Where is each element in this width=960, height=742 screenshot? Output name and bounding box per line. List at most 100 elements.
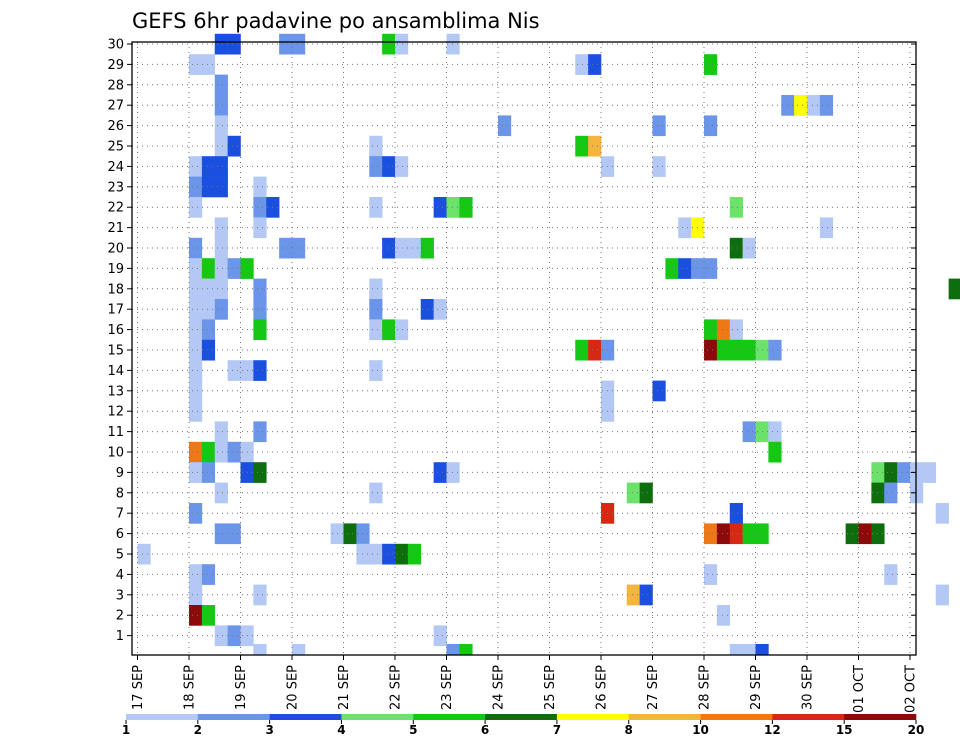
y-tick-label: 2	[116, 609, 124, 624]
y-tick-label: 13	[107, 384, 124, 399]
heatmap-cell	[742, 644, 756, 656]
legend-swatch	[413, 714, 486, 720]
heatmap-cell	[575, 54, 589, 75]
heatmap-cell	[716, 605, 731, 626]
heatmap-cell	[227, 441, 241, 463]
heatmap-cell	[704, 339, 718, 361]
heatmap-cell	[652, 156, 666, 177]
x-tick-label: 21 SEP	[337, 665, 352, 710]
y-tick-label: 17	[107, 303, 124, 318]
heatmap-cell	[716, 319, 731, 341]
heatmap-cell	[704, 319, 718, 341]
y-tick-label: 30	[107, 38, 124, 53]
x-tick-label: 27 SEP	[646, 665, 661, 710]
heatmap-cell	[253, 421, 267, 443]
legend-swatch	[341, 714, 414, 720]
heatmap-cell	[369, 299, 383, 320]
heatmap-cell	[201, 176, 216, 198]
legend-tick-label: 10	[692, 723, 709, 737]
heatmap-cell	[201, 462, 216, 483]
heatmap-cell	[382, 33, 396, 55]
heatmap-cell	[704, 115, 718, 137]
heatmap-cell	[819, 217, 834, 239]
heatmap-cell	[201, 564, 216, 585]
heatmap-cell	[201, 339, 216, 361]
heatmap-cell	[729, 339, 743, 361]
heatmap-cell	[214, 33, 228, 55]
heatmap-cell	[253, 197, 267, 218]
y-tick-label: 15	[107, 344, 124, 359]
x-tick-label: 18 SEP	[183, 665, 198, 710]
heatmap-cell	[214, 482, 228, 504]
heatmap-cell	[292, 33, 306, 55]
heatmap-cell	[189, 503, 203, 524]
heatmap-cells	[137, 33, 960, 656]
heatmap-cell	[253, 462, 267, 483]
heatmap-cell	[253, 176, 267, 198]
heatmap-cell	[922, 462, 937, 483]
heatmap-cell	[201, 605, 216, 626]
y-tick-label: 9	[116, 466, 124, 481]
heatmap-cell	[858, 523, 872, 545]
y-axis-ticks: 1234567891011121314151617181920212223242…	[107, 38, 916, 644]
chart-title: GEFS 6hr padavine po ansamblima Nis	[132, 9, 540, 33]
heatmap-cell	[884, 462, 898, 483]
heatmap-cell	[459, 197, 473, 218]
heatmap-cell	[742, 237, 756, 259]
heatmap-cell	[729, 503, 743, 524]
heatmap-cell	[189, 380, 203, 402]
x-axis-ticks: 17 SEP 18 SEP 19 SEP 20 SEP 21 SEP 22 SEP 23 S…	[131, 655, 919, 713]
heatmap-cell	[189, 299, 203, 320]
heatmap-cell	[189, 156, 203, 177]
y-tick-label: 4	[116, 568, 124, 583]
heatmap-cell	[716, 339, 731, 361]
heatmap-cell	[665, 258, 679, 279]
y-tick-label: 8	[116, 486, 124, 501]
x-tick-label: 22 SEP	[389, 665, 404, 710]
heatmap-cell	[395, 237, 409, 259]
heatmap-cell	[768, 339, 782, 361]
heatmap-cell	[369, 319, 383, 341]
heatmap-cell	[433, 625, 447, 647]
y-tick-label: 19	[107, 262, 124, 277]
heatmap-cell	[201, 258, 216, 279]
y-tick-label: 20	[107, 242, 124, 257]
heatmap-cell	[716, 523, 731, 545]
heatmap-cell	[214, 625, 228, 647]
x-tick-label: 01 OCT	[852, 665, 867, 713]
legend-swatch	[485, 714, 558, 720]
heatmap-cell	[189, 237, 203, 259]
y-tick-label: 1	[116, 629, 124, 644]
heatmap-cell	[588, 135, 602, 157]
heatmap-cell	[807, 95, 821, 116]
heatmap-cell	[433, 197, 447, 218]
heatmap-cell	[214, 176, 228, 198]
legend-swatch	[126, 714, 199, 720]
heatmap-cell	[382, 319, 396, 341]
heatmap-cell	[189, 360, 203, 381]
heatmap-cell	[214, 156, 228, 177]
legend-tick-label: 5	[409, 723, 417, 737]
heatmap-cell	[626, 584, 640, 606]
heatmap-cell	[369, 156, 383, 177]
heatmap-cell	[189, 319, 203, 341]
legend-swatch	[844, 714, 917, 720]
heatmap-cell	[897, 462, 911, 483]
heatmap-cell	[704, 523, 718, 545]
heatmap-cell	[201, 299, 216, 320]
gridlines	[132, 42, 916, 655]
heatmap-cell	[189, 278, 203, 300]
heatmap-cell	[395, 319, 409, 341]
heatmap-cell	[253, 319, 267, 341]
heatmap-cell	[652, 115, 666, 137]
heatmap-cell	[446, 644, 460, 656]
heatmap-cell	[189, 462, 203, 483]
x-tick-label: 25 SEP	[543, 665, 558, 710]
heatmap-cell	[369, 482, 383, 504]
heatmap-cell	[819, 95, 834, 116]
heatmap-cell	[227, 625, 241, 647]
plot-frame	[131, 41, 917, 656]
heatmap-cell	[189, 54, 203, 75]
heatmap-cell	[446, 197, 460, 218]
heatmap-cell	[201, 278, 216, 300]
